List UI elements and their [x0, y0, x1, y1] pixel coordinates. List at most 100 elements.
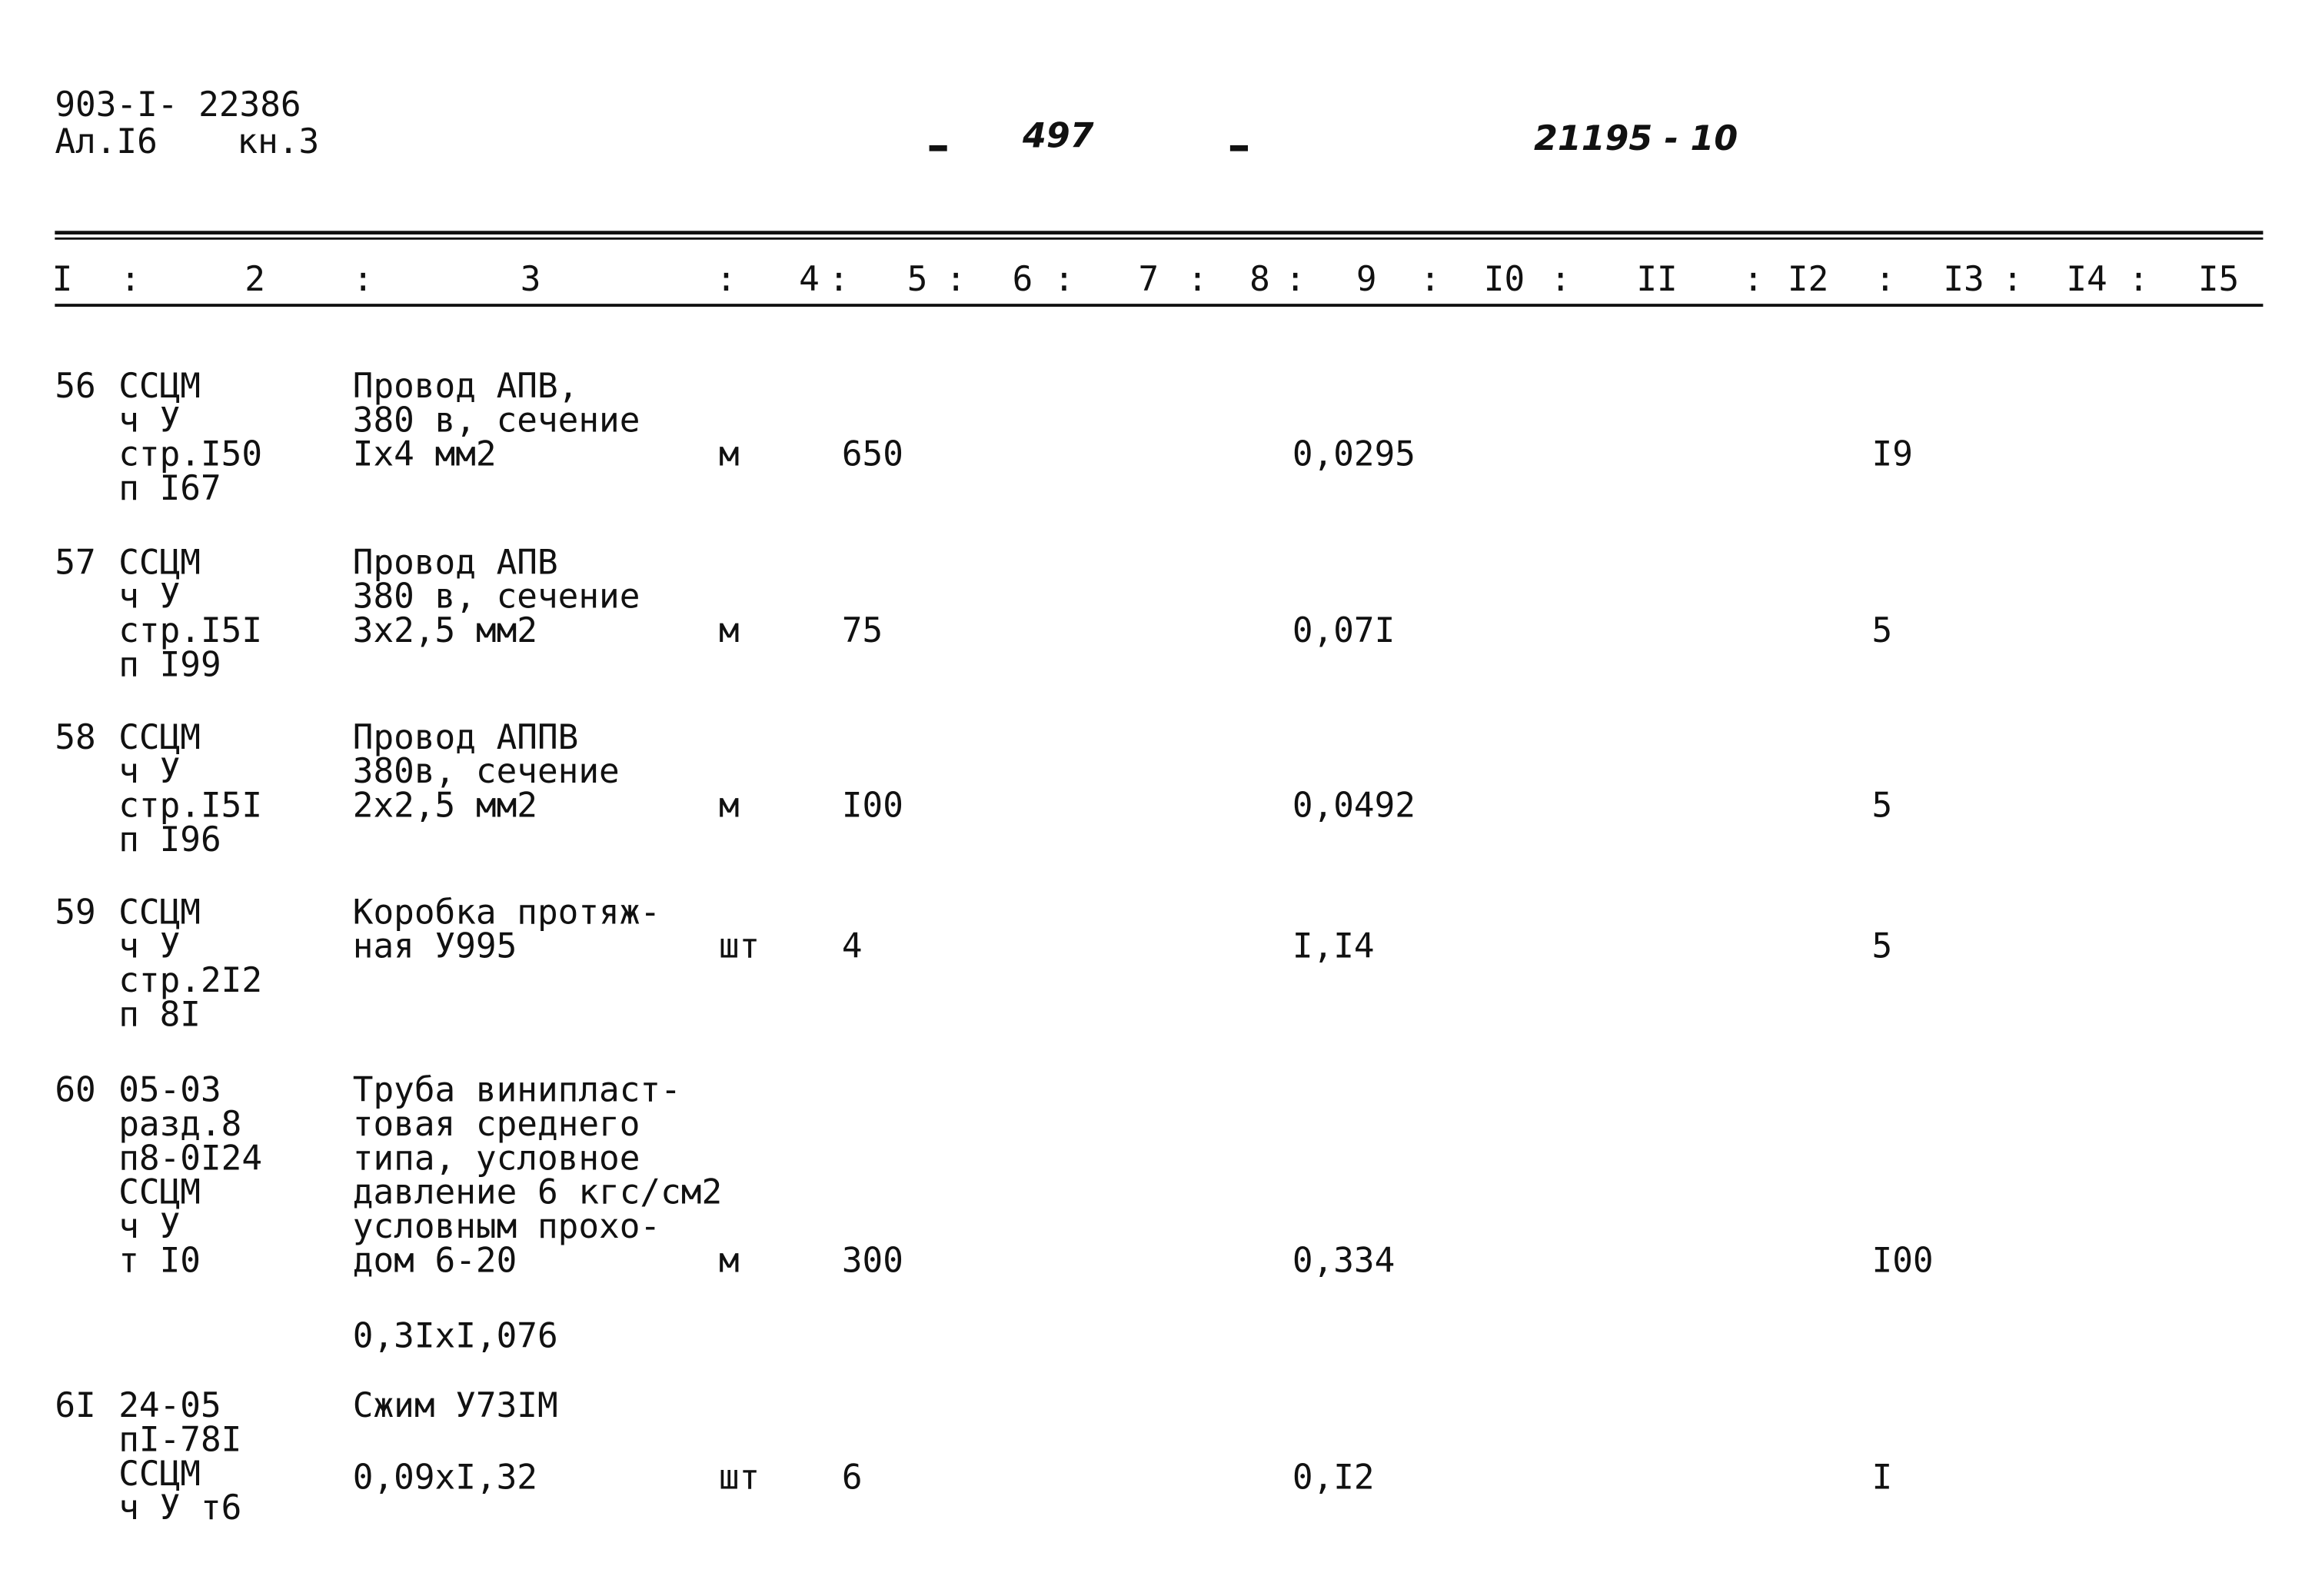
col13-value: 5: [1872, 611, 1893, 650]
code-line: 05-03: [118, 1071, 221, 1110]
unit: м: [719, 786, 740, 826]
description-line: Труба винипласт-: [353, 1071, 681, 1110]
col9-value: I,I4: [1292, 927, 1375, 966]
column-number: :: [353, 260, 374, 299]
note: 0,09xI,32: [353, 1458, 537, 1497]
column-number: :: [1743, 260, 1764, 299]
quantity: 75: [842, 611, 883, 650]
code-line: п I67: [118, 469, 221, 508]
quantity: 300: [842, 1241, 903, 1280]
description-line: Провод АПВ: [353, 543, 558, 582]
code-line: п I99: [118, 645, 221, 684]
column-number: :: [1550, 260, 1571, 299]
code-line: ССЦМ: [118, 1455, 201, 1494]
dash: [1229, 145, 1249, 151]
quantity: I00: [842, 786, 903, 826]
column-number: :: [1054, 260, 1075, 299]
col13-value: I: [1872, 1458, 1893, 1497]
description-line: Провод АППВ: [353, 718, 579, 757]
column-number: :: [716, 260, 737, 299]
column-number: I: [52, 260, 73, 299]
column-number: 8: [1249, 260, 1270, 299]
description-line: Коробка протяж-: [353, 893, 660, 932]
description-line: товая среднего: [353, 1105, 640, 1144]
col9-value: 0,I2: [1292, 1458, 1375, 1497]
column-number: :: [2002, 260, 2023, 299]
code-line: разд.8: [118, 1105, 241, 1144]
column-number: :: [2128, 260, 2149, 299]
doc-code: 903-I- 22386: [55, 85, 301, 125]
column-number: :: [946, 260, 966, 299]
code-line: ССЦМ: [118, 718, 201, 757]
code-line: т I0: [118, 1241, 201, 1280]
row-number: 60: [55, 1071, 95, 1110]
row-number: 6I: [55, 1386, 95, 1425]
quantity: 650: [842, 435, 903, 474]
column-number: 4: [799, 260, 820, 299]
code-line: ССЦМ: [118, 1173, 201, 1212]
description-line: ная У995: [353, 927, 517, 966]
description-line: Сжим У73IМ: [353, 1386, 558, 1425]
code-line: 24-05: [118, 1386, 221, 1425]
column-number: 9: [1356, 260, 1377, 299]
col9-value: 0,0492: [1292, 786, 1415, 826]
unit: шт: [719, 927, 760, 966]
unit: м: [719, 1241, 740, 1280]
description-line: Провод АПВ,: [353, 367, 579, 406]
col13-value: I00: [1872, 1241, 1934, 1280]
column-number: :: [1187, 260, 1208, 299]
album: Ал.I6: [55, 122, 157, 161]
dash: [929, 145, 947, 151]
column-number: :: [1875, 260, 1896, 299]
description-line: 2х2,5 мм2: [353, 786, 537, 826]
column-number: I4: [2066, 260, 2107, 299]
code-line: п 8I: [118, 995, 201, 1034]
col9-value: 0,334: [1292, 1241, 1395, 1280]
description-line: 380в, сечение: [353, 752, 620, 791]
unit: м: [719, 435, 740, 474]
column-number: I2: [1788, 260, 1828, 299]
code-line: ССЦМ: [118, 543, 201, 582]
code-line: ч У: [118, 577, 180, 617]
code-line: п I96: [118, 820, 221, 860]
code-line: стр.I5I: [118, 611, 262, 650]
column-number: I0: [1484, 260, 1525, 299]
col13-value: I9: [1872, 435, 1913, 474]
description-line: Iх4 мм2: [353, 435, 497, 474]
column-number: :: [120, 260, 141, 299]
code-line: пI-78I: [118, 1421, 241, 1460]
column-number: :: [1420, 260, 1441, 299]
column-number: :: [829, 260, 850, 299]
col13-value: 5: [1872, 786, 1893, 826]
description-line: давление 6 кгс/см2: [353, 1173, 722, 1212]
column-number: 5: [907, 260, 928, 299]
column-number: II: [1636, 260, 1677, 299]
description-line: типа, условное: [353, 1139, 640, 1178]
description-line: 380 в, сечение: [353, 577, 640, 617]
row-number: 58: [55, 718, 95, 757]
col9-value: 0,0295: [1292, 435, 1415, 474]
column-number: 7: [1139, 260, 1159, 299]
code-line: ч У: [118, 1207, 180, 1246]
column-number: :: [1285, 260, 1306, 299]
code-line: ССЦМ: [118, 367, 201, 406]
code-line: ч У т6: [118, 1488, 241, 1528]
column-number: 2: [245, 260, 265, 299]
note: 0,3IxI,076: [353, 1317, 558, 1356]
page-number: 497: [1022, 116, 1094, 155]
code-line: ССЦМ: [118, 893, 201, 932]
quantity: 6: [842, 1458, 863, 1497]
code-line: стр.I5I: [118, 786, 262, 826]
description-line: дом 6-20: [353, 1241, 517, 1280]
unit: шт: [719, 1458, 760, 1497]
row-number: 57: [55, 543, 95, 582]
description-line: 380 в, сечение: [353, 401, 640, 440]
description-line: 3х2,5 мм2: [353, 611, 537, 650]
col13-value: 5: [1872, 927, 1893, 966]
sheet-number: 21195 - 10: [1534, 119, 1738, 158]
column-number: I5: [2198, 260, 2239, 299]
code-line: ч У: [118, 927, 180, 966]
book: кн.3: [237, 122, 319, 161]
